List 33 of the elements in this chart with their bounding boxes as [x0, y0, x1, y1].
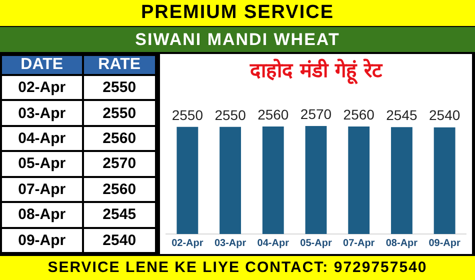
chart-title: दाहोद मंडी गेहूं रेट — [248, 57, 384, 83]
x-tick-label: 07-Apr — [343, 238, 375, 249]
data-label: 2560 — [82, 176, 156, 202]
data-label: 2560 — [258, 106, 289, 122]
data-label: 2540 — [428, 107, 460, 124]
x-tick-label: 09-Apr — [428, 238, 461, 249]
category-label: 08-Apr — [1, 202, 83, 228]
text: PREMIUM SERVICE — [0, 0, 475, 26]
category-label: 03-Apr — [1, 100, 83, 126]
data-label: 2570 — [82, 151, 156, 177]
text: SIWANI MANDI WHEAT — [0, 27, 475, 52]
data-label: 2550 — [82, 100, 156, 126]
category-label: 07-Apr — [1, 176, 83, 202]
data-label: 2550 — [214, 106, 246, 123]
text: SERVICE LENE KE LIYE CONTACT: 9729757540 — [0, 256, 475, 280]
data-label: 2550 — [172, 106, 204, 123]
text: DATE — [1, 55, 83, 75]
data-label: 2550 — [82, 75, 156, 100]
data-label: 2560 — [343, 106, 375, 122]
x-tick-label: 02-Apr — [172, 238, 204, 249]
category-label: 04-Apr — [1, 126, 83, 152]
data-label: 2560 — [82, 126, 156, 152]
x-tick-label: 08-Apr — [386, 238, 418, 249]
category-label: 02-Apr — [1, 75, 83, 100]
data-label: 2545 — [82, 202, 156, 228]
category-label: 05-Apr — [1, 151, 83, 177]
data-label: 2570 — [300, 106, 332, 122]
x-tick-label: 03-Apr — [214, 238, 246, 249]
data-label: 2540 — [82, 228, 156, 253]
x-tick-label: 04-Apr — [257, 238, 290, 249]
text: RATE — [82, 55, 156, 75]
x-tick-label: 05-Apr — [300, 238, 332, 249]
data-label: 2545 — [386, 106, 418, 123]
